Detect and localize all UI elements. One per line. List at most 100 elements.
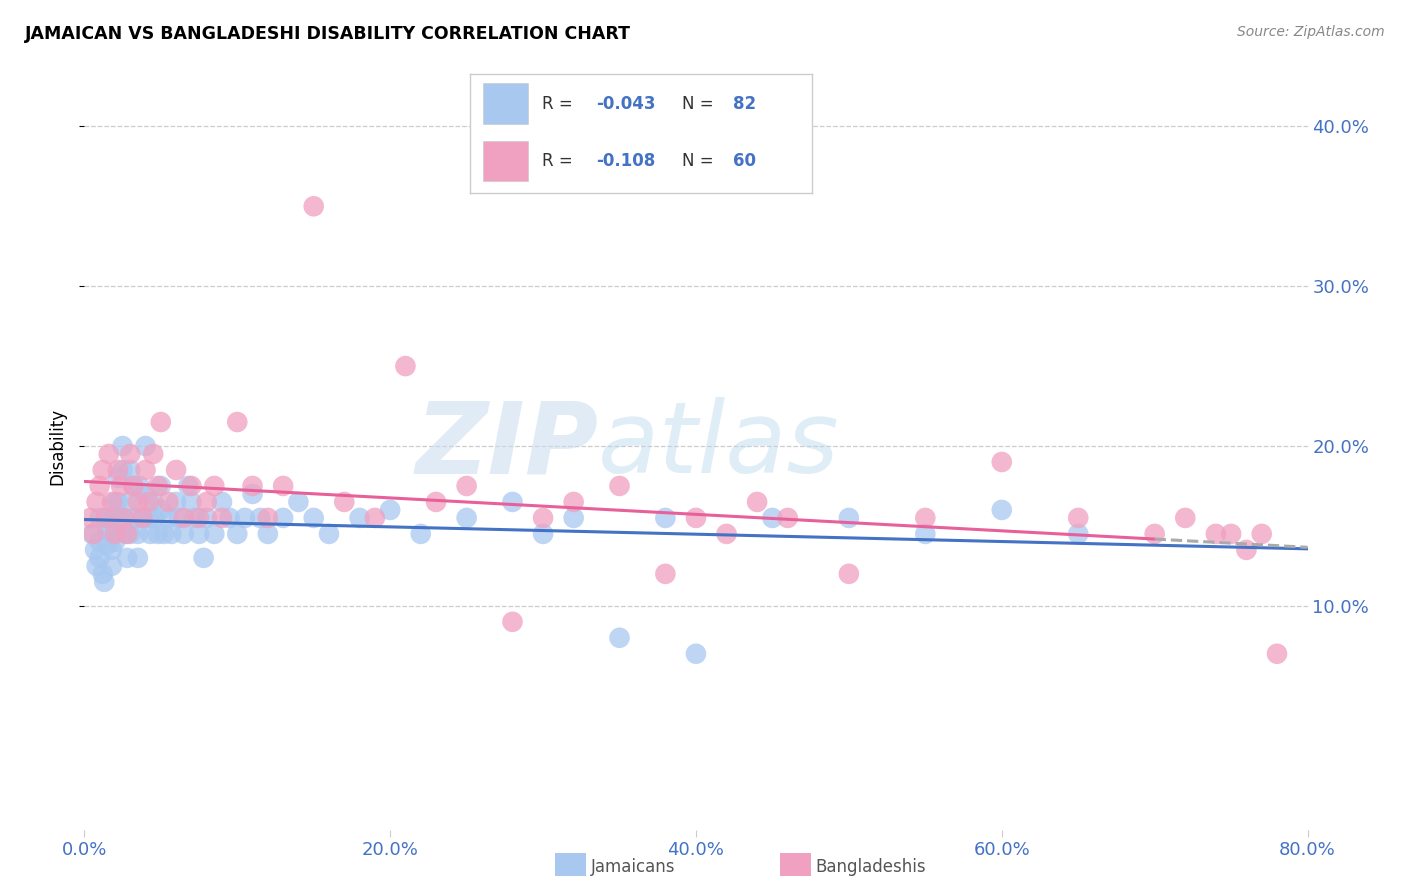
Point	[86, 495, 108, 509]
Point	[104, 495, 127, 509]
Point	[104, 534, 127, 549]
Point	[135, 463, 157, 477]
Point	[1174, 511, 1197, 525]
Point	[685, 647, 707, 661]
Point	[115, 527, 138, 541]
Y-axis label: Disability: Disability	[48, 408, 66, 484]
Point	[111, 439, 134, 453]
Point	[202, 527, 225, 541]
Point	[218, 511, 240, 525]
Point	[91, 566, 114, 581]
Point	[654, 511, 676, 525]
Point	[302, 199, 325, 213]
Point	[211, 495, 233, 509]
Point	[242, 479, 264, 493]
Point	[142, 447, 165, 461]
Point	[1205, 527, 1227, 541]
Point	[531, 511, 554, 525]
Point	[112, 511, 135, 525]
Text: atlas: atlas	[598, 398, 839, 494]
Point	[142, 495, 165, 509]
Point	[183, 511, 205, 525]
Point	[157, 511, 180, 525]
Point	[167, 511, 190, 525]
Point	[562, 511, 585, 525]
Point	[202, 479, 225, 493]
Point	[165, 495, 187, 509]
Text: JAMAICAN VS BANGLADESHI DISABILITY CORRELATION CHART: JAMAICAN VS BANGLADESHI DISABILITY CORRE…	[25, 25, 631, 43]
Point	[149, 479, 172, 493]
Point	[609, 631, 631, 645]
Point	[1265, 647, 1288, 661]
Point	[135, 487, 157, 501]
Point	[122, 479, 145, 493]
Point	[456, 479, 478, 493]
Point	[97, 511, 120, 525]
Point	[914, 527, 936, 541]
Point	[456, 511, 478, 525]
Point	[776, 511, 799, 525]
Point	[747, 495, 769, 509]
Point	[89, 534, 111, 549]
Point	[131, 511, 153, 525]
Point	[80, 527, 103, 541]
Point	[139, 527, 162, 541]
Point	[425, 495, 447, 509]
Text: ZIP: ZIP	[415, 398, 598, 494]
Point	[84, 542, 107, 557]
Point	[120, 447, 142, 461]
Point	[122, 479, 145, 493]
Point	[177, 479, 200, 493]
Point	[104, 527, 127, 541]
Point	[107, 471, 129, 485]
Point	[79, 511, 101, 525]
Point	[1250, 527, 1272, 541]
Point	[96, 522, 118, 536]
Point	[101, 542, 124, 557]
Point	[111, 463, 134, 477]
Point	[120, 495, 142, 509]
Point	[364, 511, 387, 525]
Point	[914, 511, 936, 525]
Point	[86, 558, 108, 573]
Point	[271, 511, 294, 525]
Point	[502, 615, 524, 629]
Point	[157, 495, 180, 509]
Point	[94, 511, 117, 525]
Point	[173, 511, 195, 525]
Point	[180, 495, 202, 509]
Point	[249, 511, 271, 525]
Point	[188, 511, 211, 525]
Point	[104, 511, 127, 525]
Point	[120, 463, 142, 477]
Point	[127, 527, 149, 541]
Point	[193, 550, 215, 565]
Point	[110, 479, 132, 493]
Point	[128, 479, 150, 493]
Point	[173, 527, 195, 541]
Point	[394, 359, 416, 373]
Point	[195, 511, 218, 525]
Point	[127, 550, 149, 565]
Point	[146, 479, 169, 493]
Point	[716, 527, 738, 541]
Point	[226, 527, 249, 541]
Point	[991, 455, 1014, 469]
Point	[287, 495, 309, 509]
Point	[108, 511, 131, 525]
Point	[654, 566, 676, 581]
Point	[685, 511, 707, 525]
Point	[226, 415, 249, 429]
Point	[562, 495, 585, 509]
Point	[531, 527, 554, 541]
Point	[160, 527, 183, 541]
Point	[131, 511, 153, 525]
Point	[89, 550, 111, 565]
Point	[838, 511, 860, 525]
Point	[114, 527, 136, 541]
Point	[233, 511, 256, 525]
Point	[138, 495, 160, 509]
Point	[609, 479, 631, 493]
Point	[91, 463, 114, 477]
Point	[333, 495, 356, 509]
